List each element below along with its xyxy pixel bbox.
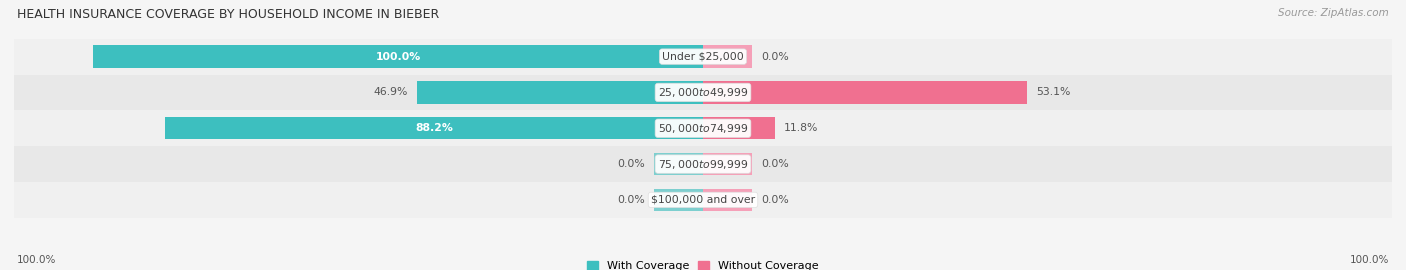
Text: $100,000 and over: $100,000 and over: [651, 195, 755, 205]
Bar: [654, 153, 703, 175]
Legend: With Coverage, Without Coverage: With Coverage, Without Coverage: [582, 256, 824, 270]
Bar: [418, 81, 703, 103]
Bar: [654, 189, 703, 211]
Bar: [14, 110, 1392, 146]
Bar: [703, 189, 752, 211]
Text: 100.0%: 100.0%: [17, 255, 56, 265]
Bar: [14, 39, 1392, 75]
Bar: [14, 146, 1392, 182]
Bar: [654, 117, 703, 139]
Text: 88.2%: 88.2%: [415, 123, 453, 133]
Bar: [14, 75, 1392, 110]
Bar: [93, 45, 703, 68]
Text: HEALTH INSURANCE COVERAGE BY HOUSEHOLD INCOME IN BIEBER: HEALTH INSURANCE COVERAGE BY HOUSEHOLD I…: [17, 8, 439, 21]
Bar: [166, 117, 703, 139]
Text: Under $25,000: Under $25,000: [662, 52, 744, 62]
Bar: [703, 45, 752, 68]
Bar: [703, 117, 775, 139]
Bar: [14, 182, 1392, 218]
Bar: [703, 117, 752, 139]
Bar: [654, 45, 703, 68]
Bar: [703, 153, 752, 175]
Bar: [703, 81, 1026, 103]
Text: 0.0%: 0.0%: [761, 159, 789, 169]
Text: 53.1%: 53.1%: [1036, 87, 1070, 97]
Text: 0.0%: 0.0%: [617, 195, 645, 205]
Text: $25,000 to $49,999: $25,000 to $49,999: [658, 86, 748, 99]
Text: 100.0%: 100.0%: [375, 52, 420, 62]
Text: 46.9%: 46.9%: [374, 87, 408, 97]
Text: 0.0%: 0.0%: [761, 52, 789, 62]
Text: $75,000 to $99,999: $75,000 to $99,999: [658, 158, 748, 171]
Bar: [703, 81, 752, 103]
Text: $50,000 to $74,999: $50,000 to $74,999: [658, 122, 748, 135]
Text: 11.8%: 11.8%: [785, 123, 818, 133]
Text: 0.0%: 0.0%: [761, 195, 789, 205]
Text: 100.0%: 100.0%: [1350, 255, 1389, 265]
Bar: [654, 81, 703, 103]
Text: Source: ZipAtlas.com: Source: ZipAtlas.com: [1278, 8, 1389, 18]
Text: 0.0%: 0.0%: [617, 159, 645, 169]
